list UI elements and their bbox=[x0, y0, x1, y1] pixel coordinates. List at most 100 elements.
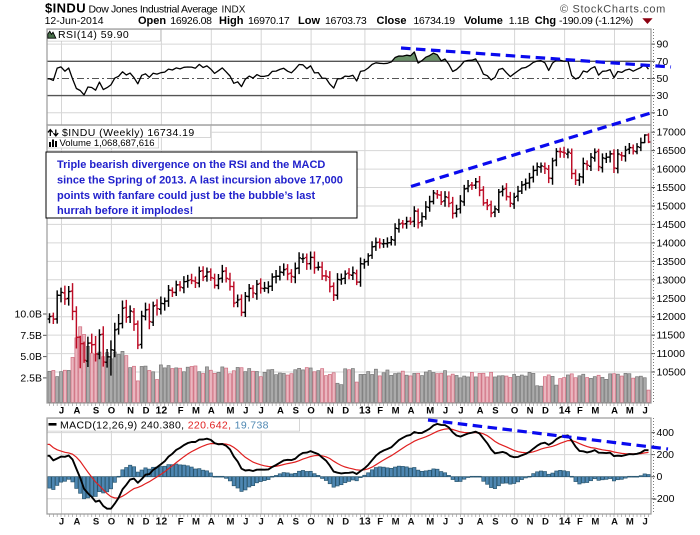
svg-text:12-Jun-2014: 12-Jun-2014 bbox=[45, 15, 104, 27]
svg-text:F: F bbox=[577, 406, 583, 417]
svg-text:14: 14 bbox=[559, 516, 571, 528]
svg-text:J: J bbox=[259, 517, 264, 528]
svg-text:© StockCharts.com: © StockCharts.com bbox=[560, 4, 666, 16]
svg-text:M: M bbox=[227, 517, 235, 528]
svg-text:M: M bbox=[227, 406, 235, 417]
svg-text:A: A bbox=[73, 517, 80, 528]
svg-text:M: M bbox=[192, 406, 200, 417]
svg-text:17000: 17000 bbox=[657, 127, 686, 139]
svg-text:Chg: Chg bbox=[535, 15, 556, 27]
svg-text:N: N bbox=[127, 406, 134, 417]
svg-text:J: J bbox=[243, 517, 248, 528]
svg-text:Low: Low bbox=[298, 15, 320, 27]
svg-text:70: 70 bbox=[657, 56, 669, 68]
svg-text:1.1B: 1.1B bbox=[509, 15, 530, 27]
svg-text:M: M bbox=[192, 517, 200, 528]
svg-text:$INDU: $INDU bbox=[45, 1, 86, 16]
svg-text:J: J bbox=[59, 406, 64, 417]
svg-text:M: M bbox=[426, 406, 434, 417]
svg-text:O: O bbox=[511, 517, 518, 528]
svg-text:Volume 1,068,687,616: Volume 1,068,687,616 bbox=[60, 138, 155, 149]
svg-text:Triple bearish divergence on t: Triple bearish divergence on the RSI and… bbox=[57, 159, 325, 171]
svg-text:J: J bbox=[59, 517, 64, 528]
svg-text:M: M bbox=[591, 517, 599, 528]
svg-text:A: A bbox=[611, 517, 618, 528]
svg-text:A: A bbox=[277, 406, 284, 417]
svg-text:10500: 10500 bbox=[657, 367, 686, 379]
svg-text:M: M bbox=[392, 517, 400, 528]
svg-text:M: M bbox=[426, 517, 434, 528]
svg-text:M: M bbox=[626, 406, 634, 417]
svg-text:D: D bbox=[542, 406, 549, 417]
svg-text:15000: 15000 bbox=[657, 201, 686, 213]
svg-text:A: A bbox=[477, 517, 484, 528]
svg-text:M: M bbox=[392, 406, 400, 417]
svg-text:0: 0 bbox=[657, 471, 663, 483]
svg-text:200: 200 bbox=[657, 449, 675, 461]
svg-text:D: D bbox=[342, 517, 349, 528]
svg-text:400: 400 bbox=[657, 427, 675, 439]
svg-text:12: 12 bbox=[156, 516, 168, 528]
svg-text:16000: 16000 bbox=[657, 164, 686, 176]
svg-text:A: A bbox=[408, 406, 415, 417]
svg-text:F: F bbox=[178, 517, 184, 528]
svg-text:14: 14 bbox=[559, 405, 571, 417]
svg-text:D: D bbox=[143, 517, 150, 528]
svg-text:RSI(14) 59.90: RSI(14) 59.90 bbox=[58, 29, 129, 41]
svg-text:11500: 11500 bbox=[657, 330, 686, 342]
svg-text:J: J bbox=[458, 406, 463, 417]
svg-text:J: J bbox=[458, 517, 463, 528]
svg-text:S: S bbox=[93, 406, 99, 417]
svg-text:D: D bbox=[342, 406, 349, 417]
svg-text:10.0B: 10.0B bbox=[15, 309, 42, 321]
svg-text:12000: 12000 bbox=[657, 311, 686, 323]
svg-text:J: J bbox=[443, 406, 448, 417]
svg-text:16734.19: 16734.19 bbox=[413, 15, 455, 27]
svg-text:since the Spring of 2013. A la: since the Spring of 2013. A last incursi… bbox=[57, 174, 343, 186]
svg-text:13500: 13500 bbox=[657, 256, 686, 268]
svg-text:MACD(12,26,9) 240.380, 220.642: MACD(12,26,9) 240.380, 220.642, 19.738 bbox=[60, 420, 269, 432]
svg-text:S: S bbox=[293, 406, 299, 417]
svg-text:F: F bbox=[178, 406, 184, 417]
svg-text:16970.17: 16970.17 bbox=[248, 15, 290, 27]
svg-text:13: 13 bbox=[359, 516, 371, 528]
svg-text:Volume: Volume bbox=[464, 15, 503, 27]
svg-text:Close: Close bbox=[377, 15, 407, 27]
svg-text:12: 12 bbox=[156, 405, 168, 417]
svg-text:16500: 16500 bbox=[657, 145, 686, 157]
svg-text:A: A bbox=[611, 406, 618, 417]
svg-text:14500: 14500 bbox=[657, 219, 686, 231]
svg-text:J: J bbox=[443, 517, 448, 528]
svg-text:J: J bbox=[243, 406, 248, 417]
svg-text:points with fanfare could just: points with fanfare could just be the bu… bbox=[57, 190, 315, 202]
svg-text:INDX: INDX bbox=[222, 5, 246, 16]
svg-text:High: High bbox=[219, 15, 244, 27]
svg-text:Dow Jones Industrial Average: Dow Jones Industrial Average bbox=[89, 4, 218, 16]
svg-text:J: J bbox=[259, 406, 264, 417]
svg-text:D: D bbox=[542, 517, 549, 528]
svg-text:5.0B: 5.0B bbox=[20, 351, 42, 363]
svg-text:D: D bbox=[143, 406, 150, 417]
svg-text:50: 50 bbox=[657, 73, 669, 85]
svg-text:S: S bbox=[492, 517, 498, 528]
svg-text:14000: 14000 bbox=[657, 237, 686, 249]
svg-text:J: J bbox=[643, 406, 648, 417]
svg-text:12500: 12500 bbox=[657, 293, 686, 305]
svg-text:90: 90 bbox=[657, 39, 669, 51]
svg-text:S: S bbox=[293, 517, 299, 528]
svg-text:15500: 15500 bbox=[657, 182, 686, 194]
svg-text:16926.08: 16926.08 bbox=[170, 15, 212, 27]
svg-text:N: N bbox=[527, 406, 534, 417]
svg-text:F: F bbox=[377, 406, 383, 417]
svg-text:16703.73: 16703.73 bbox=[325, 15, 367, 27]
svg-text:S: S bbox=[93, 517, 99, 528]
svg-text:S: S bbox=[492, 406, 498, 417]
svg-text:O: O bbox=[108, 517, 115, 528]
svg-text:A: A bbox=[277, 517, 284, 528]
svg-text:7.5B: 7.5B bbox=[20, 330, 42, 342]
svg-text:N: N bbox=[527, 517, 534, 528]
svg-text:N: N bbox=[127, 517, 134, 528]
svg-text:2.5B: 2.5B bbox=[20, 372, 42, 384]
svg-text:A: A bbox=[208, 517, 215, 528]
svg-text:$INDU (Weekly) 16734.19: $INDU (Weekly) 16734.19 bbox=[62, 127, 195, 139]
